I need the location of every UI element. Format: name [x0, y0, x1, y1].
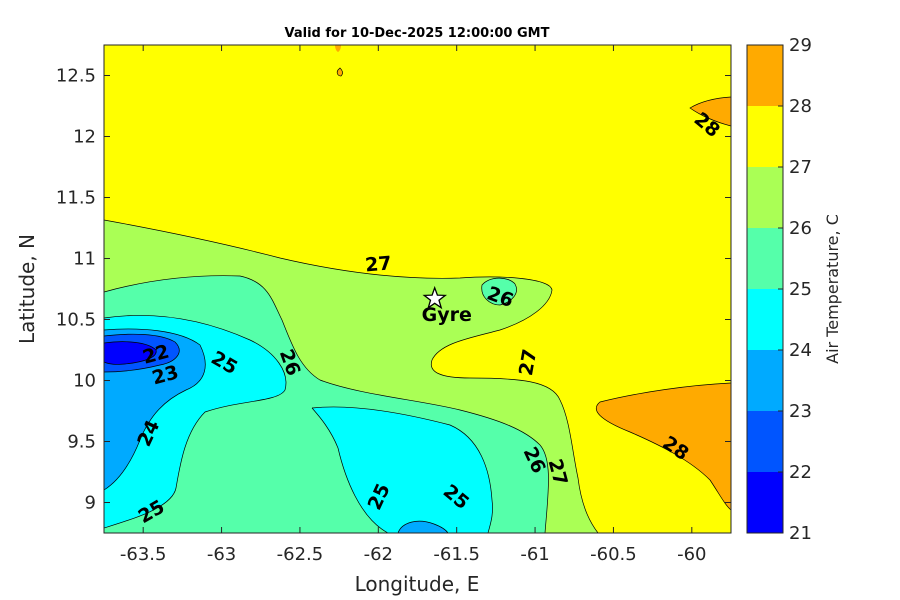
contour-line-23: [104, 333, 180, 373]
colorbar-tick-label: 26: [789, 218, 812, 239]
y-axis-label: Latitude, N: [15, 234, 39, 344]
contour-line-24: [104, 328, 206, 491]
contour-band-23-south: [398, 521, 448, 533]
colorbar-tick-label: 21: [789, 523, 812, 544]
y-tick-label: 9.5: [67, 432, 96, 453]
colorbar-segment: [747, 45, 783, 106]
colorbar-tick-label: 27: [789, 157, 812, 178]
y-tick-label: 11.5: [56, 188, 96, 209]
colorbar-tick-label: 22: [789, 462, 812, 483]
contour-band-26-island: [481, 278, 517, 305]
x-tick-label: -62.5: [277, 544, 324, 565]
contour-band-28-north: [690, 97, 731, 126]
contour-band-28-spot-b: [337, 68, 343, 76]
plot-frame: [103, 44, 732, 534]
contour-line-25: [104, 315, 287, 529]
contour-line-25-south-west: [311, 407, 389, 533]
colorbar-label: Air Temperature, C: [823, 214, 842, 364]
x-tick-label: -61.5: [433, 544, 480, 565]
contour-label: 27: [515, 347, 541, 377]
colorbar: 21 22 23 24 25 26 27 28 29: [746, 35, 812, 544]
y-tick-label: 9: [85, 493, 96, 514]
contour-line-28-north: [689, 96, 731, 127]
y-tick-label: 10.5: [56, 310, 96, 331]
colorbar-segment: [747, 106, 783, 167]
y-tick-label: 12: [73, 127, 96, 148]
contour-label: 27: [364, 252, 392, 276]
contour-line-27: [104, 219, 599, 533]
contour-line-26-island: [481, 277, 517, 306]
x-axis: -63.5 -63 -62.5 -62 -61.5 -61 -60.5 -60: [120, 45, 707, 565]
colorbar-segment: [747, 167, 783, 228]
contour-band-28-east: [596, 383, 731, 510]
colorbar-segment: [747, 289, 783, 350]
contour-band-28-spot-a: [335, 45, 341, 52]
chart-title: Valid for 10-Dec-2025 12:00:00 GMT: [285, 26, 550, 41]
x-tick-label: -61: [520, 544, 549, 565]
colorbar-segment: [747, 472, 783, 533]
site-marker-layer: Gyre: [422, 285, 472, 326]
contour-line-25-south: [311, 406, 493, 533]
colorbar-tick-label: 24: [789, 340, 812, 361]
x-tick-label: -63: [207, 544, 236, 565]
contour-fill-layer: [104, 45, 731, 533]
contour-line-26: [104, 275, 549, 533]
colorbar-segment: [747, 411, 783, 472]
site-label: Gyre: [422, 304, 472, 326]
contour-band-21: [104, 341, 157, 365]
x-tick-label: -60.5: [590, 544, 637, 565]
x-tick-label: -62: [364, 544, 393, 565]
site-star-icon: [422, 285, 448, 310]
contour-line-24-south: [397, 520, 449, 533]
x-axis-label: Longitude, E: [355, 572, 480, 596]
x-tick-label: -63.5: [120, 544, 167, 565]
contour-band-24-south: [312, 406, 493, 533]
y-tick-label: 11: [73, 249, 96, 270]
contour-line-spot-b: [336, 67, 343, 77]
y-axis: 9 9.5 10 10.5 11 11.5 12 12.5: [56, 66, 731, 514]
colorbar-tick-label: 29: [789, 35, 812, 56]
colorbar-tick-label: 25: [789, 279, 812, 300]
contour-line-layer: [104, 67, 731, 533]
x-tick-label: -60: [677, 544, 706, 565]
y-tick-label: 12.5: [56, 66, 96, 87]
colorbar-tick-label: 28: [789, 96, 812, 117]
contour-line-22: [104, 341, 157, 365]
contour-line-28-east: [595, 382, 731, 511]
colorbar-segment: [747, 228, 783, 289]
colorbar-segment: [747, 350, 783, 411]
colorbar-tick-label: 23: [789, 401, 812, 422]
y-tick-label: 10: [73, 371, 96, 392]
